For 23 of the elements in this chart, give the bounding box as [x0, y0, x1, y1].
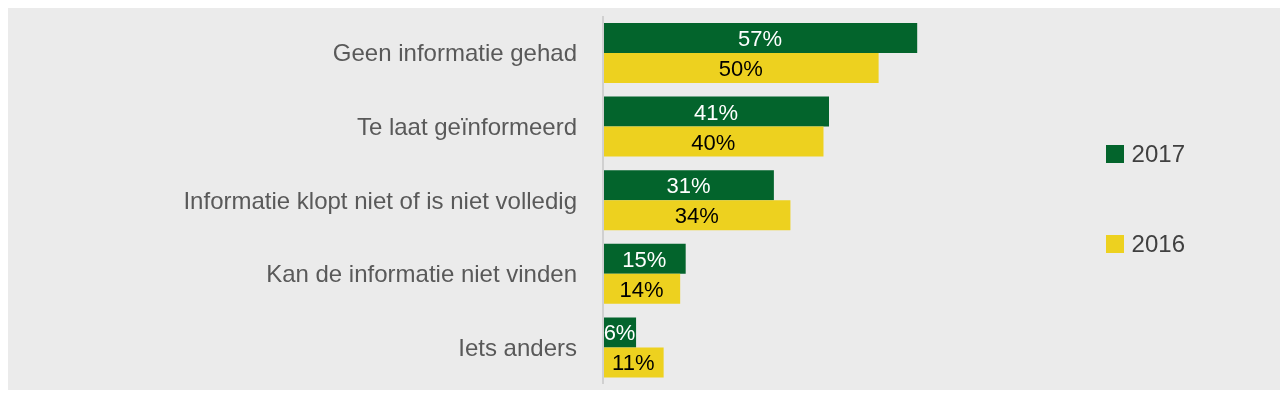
y-tick-label: Geen informatie gehad — [332, 39, 577, 67]
data-label: 41% — [693, 99, 739, 125]
data-label: 15% — [622, 246, 667, 272]
data-label: 40% — [691, 129, 736, 155]
bar — [603, 96, 829, 127]
y-tick-label: Kan de informatie niet vinden — [266, 260, 577, 288]
data-label: 31% — [666, 173, 711, 199]
bar — [603, 53, 879, 83]
data-label: 57% — [738, 25, 783, 51]
bar — [603, 23, 918, 53]
data-label: 11% — [612, 350, 655, 376]
bar — [603, 126, 824, 157]
y-tick-label: Informatie klopt niet of is niet volledig — [183, 186, 577, 214]
data-label: 50% — [718, 55, 763, 81]
bar — [603, 170, 774, 201]
y-tick-label: Iets anders — [458, 333, 577, 361]
bar — [603, 200, 791, 231]
legend-label: 2016 — [1130, 230, 1185, 258]
data-label: 34% — [674, 203, 719, 229]
y-tick-label: Te laat geïnformeerd — [356, 112, 577, 140]
legend-label: 2017 — [1130, 140, 1185, 168]
data-label: 14% — [619, 276, 664, 302]
data-label: 6% — [603, 320, 636, 346]
